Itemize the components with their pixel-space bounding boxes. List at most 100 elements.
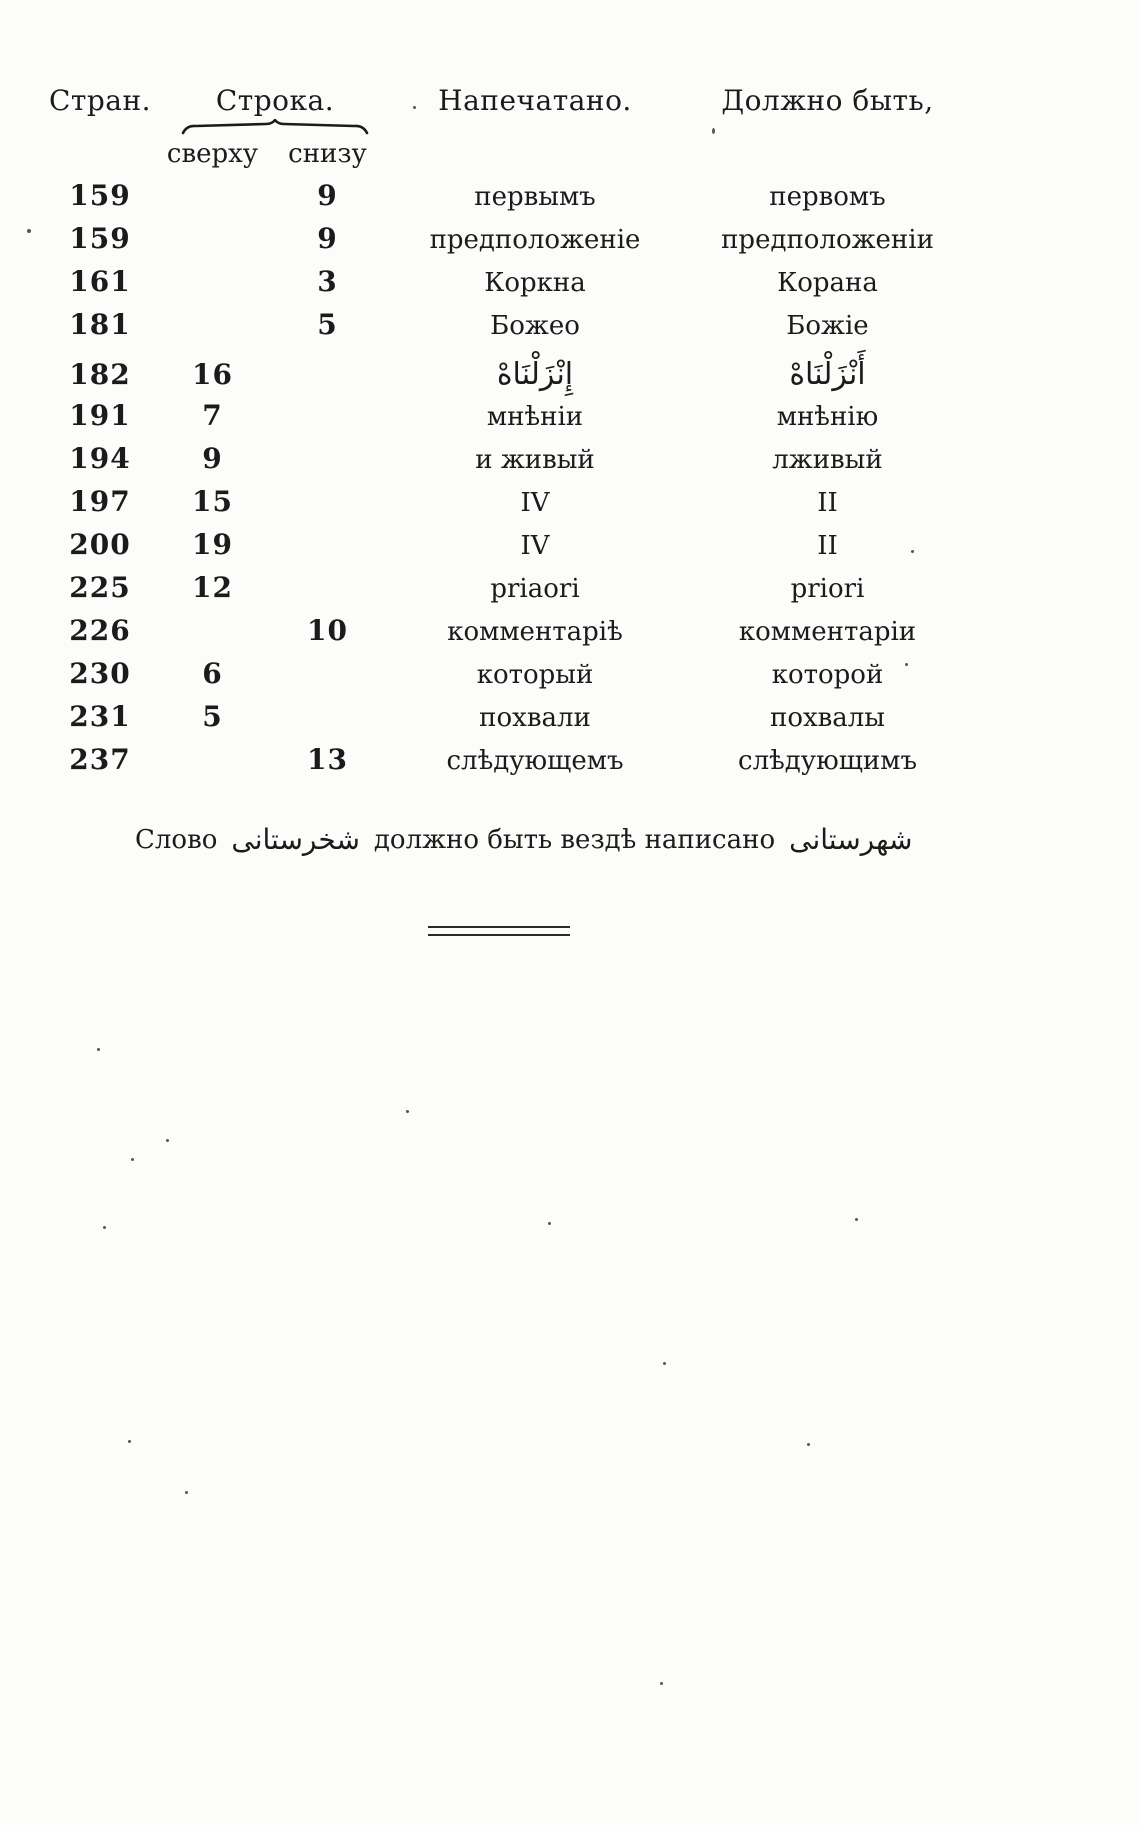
line-bottom-cell: 5 [317, 308, 338, 341]
page-number-cell: 225 [69, 571, 131, 604]
header-corrected-column: Должно быть, [721, 84, 934, 117]
page-number-cell: 194 [69, 442, 131, 475]
page-number-cell: 226 [69, 614, 131, 647]
line-top-cell: 7 [202, 399, 223, 432]
printed-cell: слѣдующемъ [446, 746, 624, 776]
table-row: 182 16 إِنْزَلْنَاهْ أَنْزَلْنَاهْ [40, 351, 975, 399]
corrected-cell: II [817, 488, 838, 518]
printed-cell: إِنْزَلْنَاهْ [496, 357, 574, 392]
scan-speck [413, 106, 416, 109]
corrected-cell: похвалы [770, 703, 885, 733]
line-bottom-cell: 13 [307, 743, 348, 776]
table-row: 197 15 IV II [40, 485, 975, 528]
table-row: 231 5 похвали похвалы [40, 700, 975, 743]
header-line-column: Строка. [215, 84, 335, 117]
line-bottom-cell: 3 [317, 265, 338, 298]
page-number-cell: 182 [69, 358, 131, 391]
line-bottom-cell: 10 [307, 614, 348, 647]
footer-word-label: Слово [135, 825, 218, 856]
scan-speck [660, 1682, 663, 1685]
printed-cell: который [476, 660, 594, 690]
table-row: 237 13 слѣдующемъ слѣдующимъ [40, 743, 975, 786]
printed-cell: IV [520, 488, 550, 518]
printed-cell: комментаріѣ [447, 617, 623, 647]
scan-speck [807, 1443, 810, 1446]
line-bottom-cell: 9 [317, 179, 338, 212]
table-header-row: Стран. Строка. Напечатано. Должно быть, [40, 84, 975, 117]
table-row: 161 3 Коркна Корана [40, 265, 975, 308]
page-number-cell: 200 [69, 528, 131, 561]
scan-speck [406, 1110, 409, 1113]
corrected-cell: II [817, 531, 838, 561]
table-row: 191 7 мнѣніи мнѣнію [40, 399, 975, 442]
scan-speck [855, 1218, 858, 1221]
page-number-cell: 159 [69, 222, 131, 255]
scan-speck [663, 1362, 666, 1365]
corrected-cell: первомъ [769, 182, 886, 212]
line-top-cell: 12 [192, 571, 233, 604]
printed-cell: мнѣніи [486, 402, 584, 432]
table-row: 200 19 IV II [40, 528, 975, 571]
printed-cell: Коркна [484, 268, 586, 298]
scan-speck [97, 1048, 100, 1051]
line-top-cell: 19 [192, 528, 233, 561]
errata-rows: 159 9 первымъ первомъ 159 9 предположені… [40, 179, 975, 786]
corrected-cell: priori [790, 574, 865, 604]
table-row: 226 10 комментаріѣ комментаріи [40, 614, 975, 657]
corrected-cell: комментаріи [738, 617, 917, 647]
table-row: 181 5 Божео Божіе [40, 308, 975, 351]
scan-speck [905, 663, 908, 666]
footer-middle-text: должно быть вездѣ написано [373, 825, 776, 856]
scan-speck [548, 1222, 551, 1225]
line-bottom-cell: 9 [317, 222, 338, 255]
scan-speck [166, 1139, 169, 1142]
corrected-cell: أَنْزَلْنَاهْ [789, 357, 866, 392]
table-row: 159 9 первымъ первомъ [40, 179, 975, 222]
page-number-cell: 191 [69, 399, 131, 432]
header-printed-column: Напечатано. [438, 84, 632, 117]
errata-table: Стран. Строка. Напечатано. Должно быть, … [40, 84, 975, 786]
scan-speck [128, 1440, 131, 1443]
line-top-cell: 16 [192, 358, 233, 391]
footer-note: Слово شخرستانى должно быть вездѣ написан… [135, 818, 913, 863]
printed-cell: IV [520, 531, 550, 561]
footer-arabic-correct: شهرستانى [789, 823, 913, 856]
scan-speck [911, 550, 914, 553]
brace-row [40, 117, 975, 139]
corrected-cell: лживый [772, 445, 883, 475]
scan-speck [185, 1491, 188, 1494]
scan-speck [131, 1158, 134, 1161]
table-row: 230 6 который которой [40, 657, 975, 700]
corrected-cell: предположеніи [721, 225, 934, 255]
printed-cell: priaori [490, 574, 580, 604]
printed-cell: и живый [475, 445, 595, 475]
header-page-column: Стран. [48, 84, 152, 117]
corrected-cell: слѣдующимъ [738, 746, 917, 776]
page-number-cell: 159 [69, 179, 131, 212]
page-number-cell: 181 [69, 308, 131, 341]
subheader-from-top: сверху [166, 139, 259, 169]
page-number-cell: 197 [69, 485, 131, 518]
scan-speck [712, 128, 715, 134]
corrected-cell: Корана [777, 268, 878, 298]
scan-speck [103, 1226, 106, 1229]
horizontal-brace-icon [160, 117, 390, 135]
page-number-cell: 231 [69, 700, 131, 733]
corrected-cell: которой [771, 660, 884, 690]
table-row: 159 9 предположеніе предположеніи [40, 222, 975, 265]
line-top-cell: 15 [192, 485, 233, 518]
table-row: 225 12 priaori priori [40, 571, 975, 614]
table-row: 194 9 и живый лживый [40, 442, 975, 485]
corrected-cell: Божіе [786, 311, 869, 341]
page-number-cell: 230 [69, 657, 131, 690]
printed-cell: предположеніе [429, 225, 641, 255]
line-top-cell: 5 [202, 700, 223, 733]
printed-cell: Божео [490, 311, 580, 341]
page-number-cell: 161 [69, 265, 131, 298]
footer-arabic-wrong: شخرستانى [231, 823, 360, 856]
printed-cell: похвали [479, 703, 591, 733]
printed-cell: первымъ [474, 182, 596, 212]
scan-speck [27, 229, 31, 233]
line-top-cell: 9 [202, 442, 223, 475]
